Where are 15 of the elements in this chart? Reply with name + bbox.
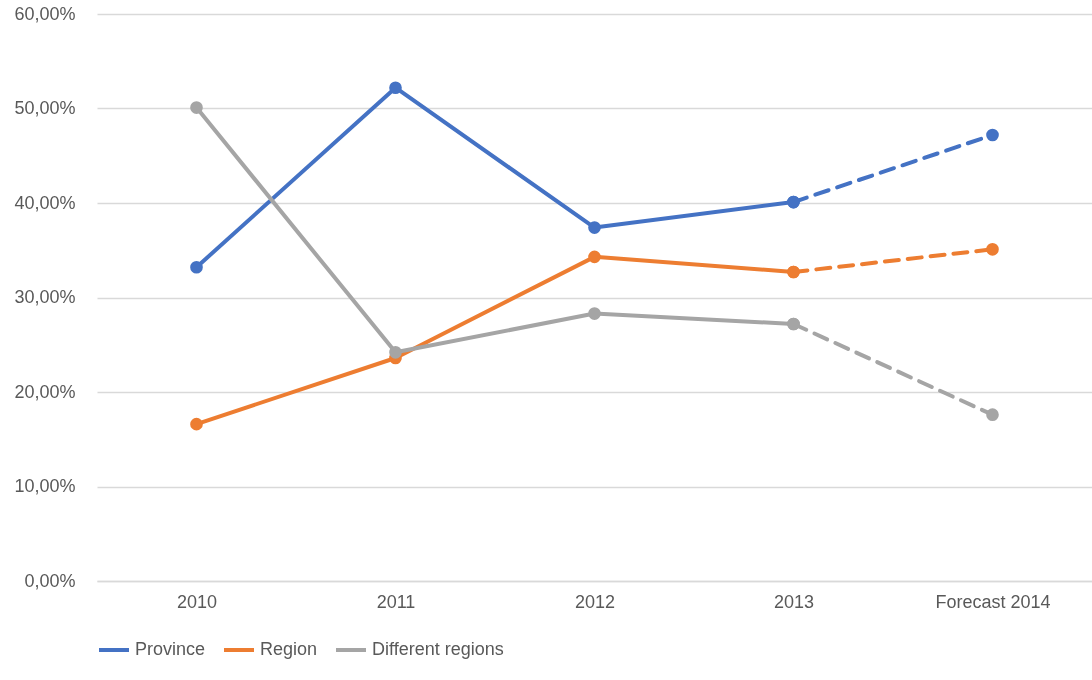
y-tick-label: 0,00%	[24, 570, 76, 591]
x-tick-label: 2012	[574, 591, 616, 612]
legend-label: Different regions	[372, 639, 504, 659]
y-tick-label: 40,00%	[14, 192, 76, 213]
x-tick-label: 2010	[176, 591, 218, 612]
y-tick-label: 30,00%	[14, 287, 76, 307]
y-tick-label: 60,00%	[14, 3, 76, 24]
y-tick-label: 50,00%	[14, 98, 76, 118]
x-tick-label: 2013	[773, 591, 815, 612]
x-tick-label: Forecast 2014	[935, 591, 1051, 612]
legend-label: Province	[135, 639, 206, 659]
y-tick-label: 20,00%	[14, 381, 76, 402]
legend-label: Region	[260, 639, 318, 659]
y-tick-label: 10,00%	[14, 476, 76, 496]
x-tick-label: 2011	[376, 591, 416, 612]
